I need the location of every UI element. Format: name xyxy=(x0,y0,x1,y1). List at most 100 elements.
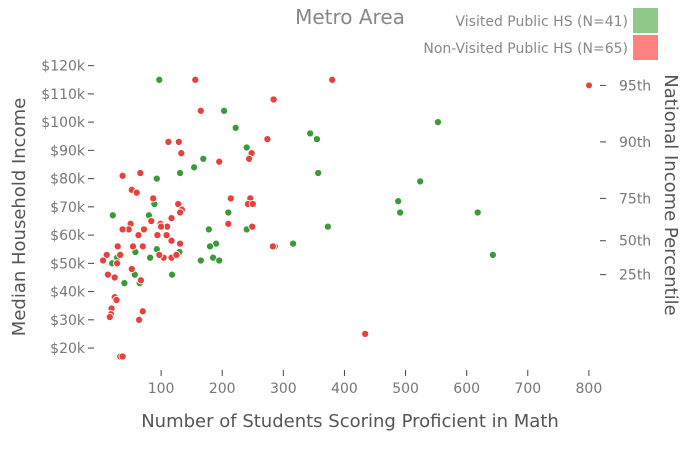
y-tick-label: $100k xyxy=(41,115,86,131)
y2-marker-dot xyxy=(586,82,592,89)
chart-title: Metro Area xyxy=(295,5,405,29)
point-non-visited[interactable] xyxy=(113,259,122,268)
point-non-visited[interactable] xyxy=(139,225,149,234)
y-tick-label: $60k xyxy=(50,228,86,244)
y-tick-label: $110k xyxy=(41,87,86,103)
point-visited[interactable] xyxy=(220,106,229,115)
point-visited[interactable] xyxy=(488,250,497,259)
point-non-visited[interactable] xyxy=(164,137,173,146)
x-tick-label: 200 xyxy=(209,381,236,397)
point-visited[interactable] xyxy=(108,211,117,220)
point-visited[interactable] xyxy=(155,75,164,84)
x-tick-label: 500 xyxy=(392,381,419,397)
y-tick-label: $50k xyxy=(50,256,86,272)
point-non-visited[interactable] xyxy=(167,236,176,245)
point-visited[interactable] xyxy=(205,242,215,251)
point-non-visited[interactable] xyxy=(147,216,156,226)
x-tick-label: 600 xyxy=(453,381,480,397)
point-non-visited[interactable] xyxy=(118,352,127,361)
point-non-visited[interactable] xyxy=(191,75,200,84)
x-tick-label: 800 xyxy=(576,381,603,397)
x-tick-label: 300 xyxy=(270,381,297,397)
point-visited[interactable] xyxy=(146,253,155,262)
y2-tick-label: 95th xyxy=(619,78,651,94)
point-visited[interactable] xyxy=(224,208,233,217)
point-visited[interactable] xyxy=(394,197,403,206)
point-non-visited[interactable] xyxy=(176,239,185,248)
point-non-visited[interactable] xyxy=(268,242,277,251)
point-visited[interactable] xyxy=(314,168,323,178)
point-non-visited[interactable] xyxy=(118,225,127,234)
point-non-visited[interactable] xyxy=(135,315,144,324)
point-non-visited[interactable] xyxy=(153,231,162,240)
point-non-visited[interactable] xyxy=(172,250,181,259)
point-visited[interactable] xyxy=(231,123,240,132)
x-tick-label: 400 xyxy=(331,381,358,397)
point-non-visited[interactable] xyxy=(138,242,147,251)
point-visited[interactable] xyxy=(416,177,425,186)
point-non-visited[interactable] xyxy=(102,250,111,259)
point-non-visited[interactable] xyxy=(361,329,370,338)
point-non-visited[interactable] xyxy=(248,199,257,209)
point-non-visited[interactable] xyxy=(162,231,171,240)
point-non-visited[interactable] xyxy=(113,242,122,251)
point-visited[interactable] xyxy=(199,154,208,163)
point-visited[interactable] xyxy=(215,256,224,265)
point-visited[interactable] xyxy=(152,174,161,183)
point-non-visited[interactable] xyxy=(132,188,141,197)
point-visited[interactable] xyxy=(190,163,199,172)
point-non-visited[interactable] xyxy=(149,194,158,203)
y-tick-label: $70k xyxy=(50,200,86,216)
point-non-visited[interactable] xyxy=(174,199,183,209)
point-visited[interactable] xyxy=(433,118,442,127)
point-non-visited[interactable] xyxy=(136,276,145,285)
point-non-visited[interactable] xyxy=(263,135,272,144)
point-non-visited[interactable] xyxy=(248,222,257,231)
point-visited[interactable] xyxy=(312,135,321,144)
point-visited[interactable] xyxy=(242,143,251,152)
point-non-visited[interactable] xyxy=(245,154,254,163)
point-visited[interactable] xyxy=(306,129,315,138)
point-non-visited[interactable] xyxy=(103,270,112,279)
point-non-visited[interactable] xyxy=(226,194,235,203)
point-non-visited[interactable] xyxy=(174,137,183,146)
point-non-visited[interactable] xyxy=(215,157,224,166)
point-visited[interactable] xyxy=(396,208,405,217)
point-visited[interactable] xyxy=(176,168,185,178)
point-non-visited[interactable] xyxy=(177,149,186,158)
point-non-visited[interactable] xyxy=(116,250,125,259)
point-visited[interactable] xyxy=(120,279,129,288)
y-axis: $20k $30k $40k $50k $60k $70k $80k $90k $100k $11… xyxy=(41,59,94,357)
point-non-visited[interactable] xyxy=(176,208,185,217)
point-non-visited[interactable] xyxy=(134,231,143,240)
point-visited[interactable] xyxy=(473,208,482,217)
x-axis-title: Number of Students Scoring Proficient in… xyxy=(141,411,559,432)
point-non-visited[interactable] xyxy=(196,106,205,115)
y-tick-label: $90k xyxy=(50,143,86,159)
y-tick-label: $30k xyxy=(50,313,86,329)
point-non-visited[interactable] xyxy=(224,219,233,228)
point-non-visited[interactable] xyxy=(167,214,176,223)
point-non-visited[interactable] xyxy=(328,75,337,84)
point-non-visited[interactable] xyxy=(136,168,145,178)
point-non-visited[interactable] xyxy=(99,256,108,265)
point-visited[interactable] xyxy=(323,222,332,231)
point-non-visited[interactable] xyxy=(157,222,166,231)
point-non-visited[interactable] xyxy=(105,312,114,322)
point-non-visited[interactable] xyxy=(118,171,127,180)
point-non-visited[interactable] xyxy=(269,95,278,104)
x-axis: 100 200 300 400 500 600 700 800 xyxy=(148,370,603,397)
point-non-visited[interactable] xyxy=(128,242,138,251)
point-non-visited[interactable] xyxy=(138,307,147,316)
point-visited[interactable] xyxy=(196,256,205,265)
y2-axis: 25th 50th 75th 90th 95th xyxy=(586,78,651,284)
point-non-visited[interactable] xyxy=(127,264,136,274)
point-non-visited[interactable] xyxy=(112,295,121,305)
legend: Visited Public HS (N=41) Non-Visited Pub… xyxy=(423,8,658,60)
point-non-visited[interactable] xyxy=(110,273,119,282)
point-visited[interactable] xyxy=(204,225,213,234)
point-visited[interactable] xyxy=(168,270,177,279)
point-non-visited[interactable] xyxy=(155,250,164,259)
point-visited[interactable] xyxy=(289,239,298,248)
y2-tick-label: 50th xyxy=(619,234,651,250)
